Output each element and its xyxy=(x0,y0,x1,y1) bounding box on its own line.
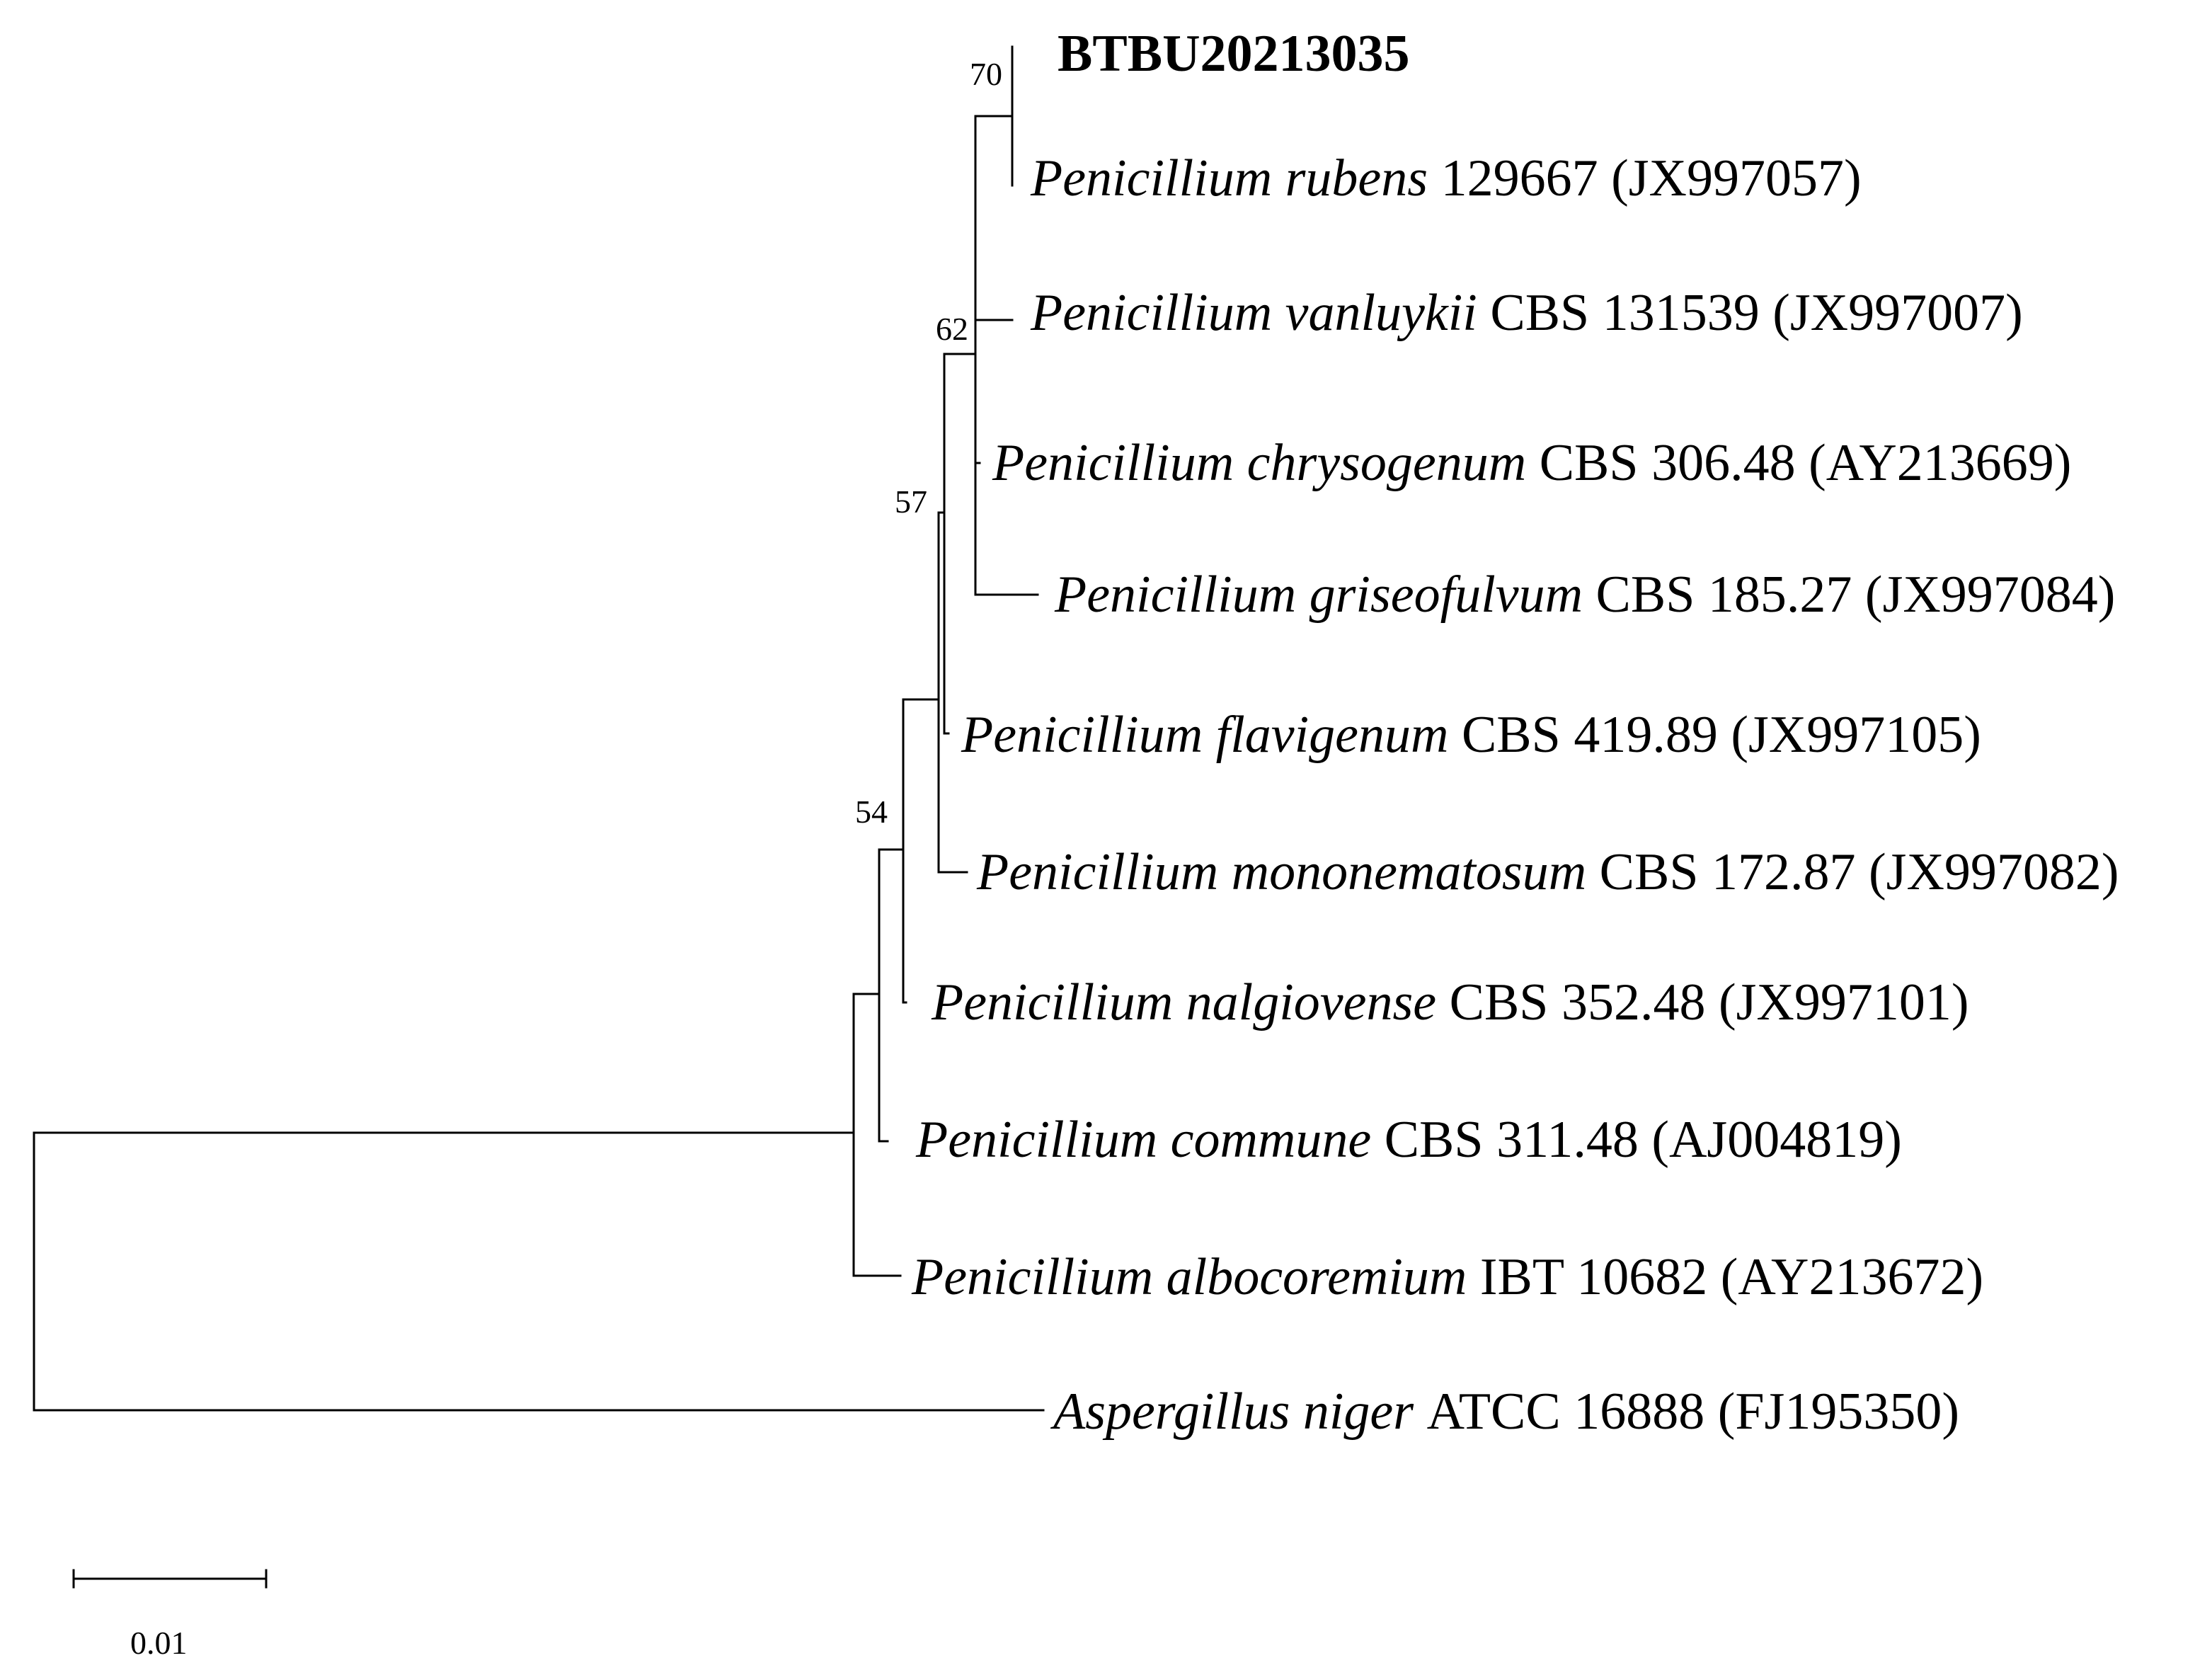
scale-bar: 0.01 xyxy=(72,1569,268,1661)
taxon-label-penicillium-griseofulvum: Penicillium griseofulvum CBS 185.27 (JX9… xyxy=(1054,566,2115,624)
tree-branches xyxy=(33,45,1045,1412)
taxon-label-penicillium-mononematosum: Penicillium mononematosum CBS 172.87 (JX… xyxy=(976,843,2119,901)
bootstrap-value-70: 70 xyxy=(970,56,1002,92)
bootstrap-values: 70 62 57 54 xyxy=(855,56,1002,830)
bootstrap-value-57: 57 xyxy=(895,484,927,520)
bootstrap-value-62: 62 xyxy=(936,311,968,347)
taxon-label-penicillium-chrysogenum: Penicillium chrysogenum CBS 306.48 (AY21… xyxy=(992,434,2071,492)
taxon-label-penicillium-nalgiovense: Penicillium nalgiovense CBS 352.48 (JX99… xyxy=(931,973,1969,1031)
bootstrap-value-54: 54 xyxy=(855,794,888,830)
taxon-label-penicillium-vanluykii: Penicillium vanluykii CBS 131539 (JX9970… xyxy=(1030,284,2023,342)
scale-bar-label: 0.01 xyxy=(130,1625,188,1661)
taxon-label-penicillium-albocoremium: Penicillium albocoremium IBT 10682 (AY21… xyxy=(911,1248,1983,1306)
taxon-labels: BTBU20213035 Penicillium rubens 129667 (… xyxy=(911,25,2119,1441)
taxon-label-penicillium-flavigenum: Penicillium flavigenum CBS 419.89 (JX997… xyxy=(961,706,1981,764)
taxon-label-btbu20213035: BTBU20213035 xyxy=(1058,25,1410,83)
taxon-label-aspergillus-niger: Aspergillus niger ATCC 16888 (FJ195350) xyxy=(1050,1383,1959,1441)
taxon-label-penicillium-rubens: Penicillium rubens 129667 (JX997057) xyxy=(1030,149,1862,207)
taxon-label-penicillium-commune: Penicillium commune CBS 311.48 (AJ004819… xyxy=(915,1111,1902,1169)
